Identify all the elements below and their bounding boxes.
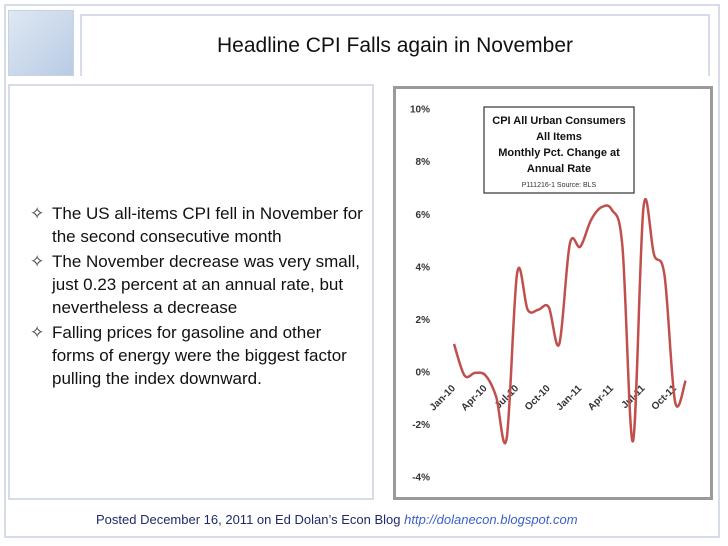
bullet: Falling prices for gasoline and other fo… (30, 321, 366, 390)
x-tick-label: Apr-11 (586, 383, 616, 413)
footer-text: Posted December 16, 2011 on Ed Dolan’s E… (96, 512, 401, 527)
x-tick-label: Jan-10 (428, 383, 458, 413)
y-tick-label: 10% (410, 105, 430, 116)
chart-title: CPI All Urban Consumers (492, 115, 625, 127)
chart-panel: -4% -2% 0% 2% 4% 6% 8% 10% CPI All Urban Consume… (393, 86, 713, 500)
x-tick-label: Apr-10 (459, 383, 489, 413)
bullet: The US all-items CPI fell in November fo… (30, 202, 366, 248)
bullet: The November decrease was very small, ju… (30, 250, 366, 319)
y-tick-label: -4% (412, 473, 430, 484)
chart-title: Monthly Pct. Change at (498, 147, 620, 159)
y-tick-label: 0% (416, 367, 431, 378)
y-tick-label: -2% (412, 420, 430, 431)
title-box (483, 106, 635, 194)
chart-title: All Items (536, 131, 582, 143)
y-tick-label: 8% (416, 157, 431, 168)
x-tick-label: Jan-11 (555, 383, 585, 413)
y-tick-label: 4% (416, 262, 431, 273)
footer-link[interactable]: http://dolanecon.blogspot.com (404, 512, 578, 527)
y-tick-label: 2% (416, 315, 431, 326)
text-panel: The US all-items CPI fell in November fo… (8, 84, 374, 500)
slide-title: Headline CPI Falls again in November (80, 14, 710, 76)
logo (8, 10, 74, 76)
line (452, 197, 687, 445)
x-tick-label: Oct-10 (523, 383, 553, 413)
chart-note: P111216-1 Source: BLS (522, 182, 597, 189)
slide-frame (4, 4, 720, 538)
chart-title: Annual Rate (527, 163, 591, 175)
x-tick-label: Jul-11 (620, 383, 648, 411)
chart: -4% -2% 0% 2% 4% 6% 8% 10% CPI All Urban Consume… (410, 105, 687, 484)
y-tick-label: 6% (416, 210, 431, 221)
footer: Posted December 16, 2011 on Ed Dolan’s E… (96, 512, 578, 527)
